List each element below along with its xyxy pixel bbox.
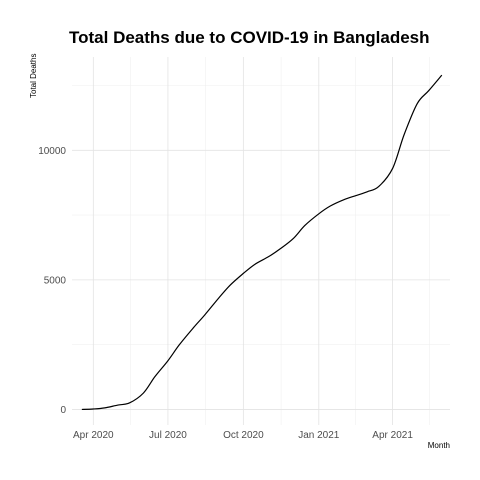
x-tick-label: Oct 2020: [223, 430, 264, 441]
series-layer: [81, 74, 443, 411]
y-tick-label: 10000: [38, 146, 66, 157]
axis-ticks: Apr 2020 Jul 2020 Oct 2020 Jan 2021 Apr 2021…: [38, 146, 413, 441]
x-tick-label: Apr 2021: [372, 430, 413, 441]
y-axis-title: Total Deaths: [29, 54, 38, 98]
y-tick-label: 0: [60, 405, 66, 416]
grid: [72, 57, 450, 425]
x-tick-label: Jul 2020: [149, 430, 187, 441]
chart-title: Total Deaths due to COVID-19 in Banglade…: [69, 28, 430, 47]
deaths-series-line: [81, 74, 443, 411]
x-tick-label: Jan 2021: [298, 430, 340, 441]
y-tick-label: 5000: [44, 275, 67, 286]
x-tick-label: Apr 2020: [73, 430, 114, 441]
x-axis-title: Month: [428, 441, 450, 450]
